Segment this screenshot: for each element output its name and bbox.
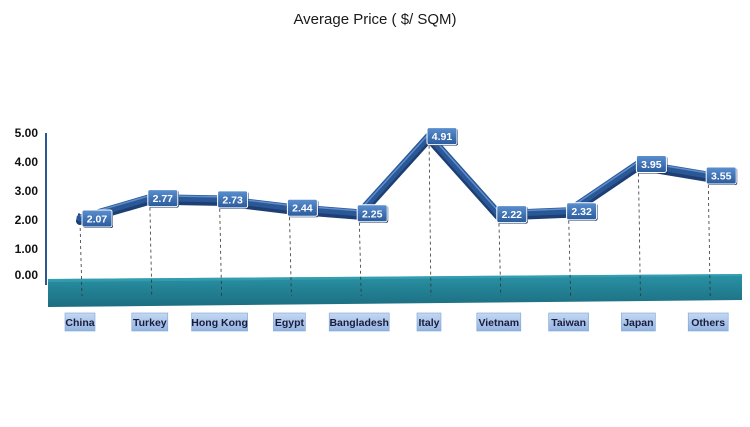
drop-line (289, 211, 292, 297)
series-line-path (76, 132, 712, 222)
x-label-text: Japan (623, 317, 653, 329)
data-label-box (147, 189, 179, 208)
data-label-box (566, 202, 598, 221)
x-label-box (131, 312, 169, 332)
y-tick-label: 1.00 (15, 242, 39, 256)
x-category-label: Hong Kong (191, 312, 248, 332)
x-category-label: China (64, 312, 96, 332)
data-label-text: 2.73 (222, 194, 243, 206)
data-label-text: 2.44 (292, 203, 313, 215)
x-label-box (191, 312, 248, 332)
x-category-label: Turkey (131, 312, 169, 332)
data-label-box (217, 190, 249, 209)
x-category-label: Italy (416, 312, 442, 332)
x-axis-labels: China Turkey Hong Kong Egypt Bangladesh Italy… (64, 312, 729, 332)
x-label-box (476, 312, 522, 332)
data-label-text: 2.32 (571, 206, 592, 218)
data-label: 4.91 (426, 127, 458, 146)
x-label-text: China (65, 317, 94, 329)
data-label-box (496, 205, 528, 224)
data-label-box (426, 127, 458, 146)
data-label: 2.22 (496, 205, 528, 224)
data-label-box (356, 204, 388, 223)
data-label-text: 2.22 (502, 209, 523, 221)
data-label-text: 2.25 (362, 208, 383, 220)
x-label-box (687, 312, 729, 332)
drop-line (498, 217, 502, 297)
x-label-text: Turkey (133, 317, 167, 329)
series-line (76, 132, 713, 225)
drop-line (707, 179, 711, 297)
data-label: 2.25 (356, 204, 389, 223)
data-label-box (81, 209, 113, 228)
data-label-box (635, 154, 667, 173)
x-label-box (621, 312, 656, 332)
x-category-label: Bangladesh (328, 312, 390, 332)
x-category-label: Egypt (273, 312, 306, 332)
data-label: 2.73 (217, 190, 249, 209)
y-tick-label: 2.00 (15, 213, 39, 227)
data-label: 2.32 (566, 202, 598, 221)
x-label-text: Egypt (275, 317, 305, 329)
drop-line (79, 221, 83, 297)
y-axis-ticks: 0.00 1.00 2.00 3.00 4.00 5.00 (15, 126, 39, 282)
y-tick-label: 5.00 (15, 126, 39, 140)
drop-line (149, 201, 153, 297)
x-label-box (64, 312, 96, 332)
data-label-text: 4.91 (432, 131, 453, 143)
x-label-box (548, 312, 589, 332)
x-label-text: Italy (418, 317, 439, 329)
y-tick-label: 0.00 (15, 268, 39, 282)
x-label-text: Taiwan (551, 317, 586, 329)
data-label: 2.77 (147, 189, 179, 208)
series-line-highlight (79, 132, 709, 217)
drop-line (428, 139, 432, 297)
data-label-text: 3.95 (641, 159, 662, 171)
x-category-label: Others (687, 312, 729, 332)
x-label-box (416, 312, 442, 332)
x-label-text: Bangladesh (329, 317, 389, 329)
data-label-text: 2.07 (87, 213, 108, 225)
x-label-box (328, 312, 390, 332)
drop-line (358, 216, 362, 297)
data-label-box (705, 166, 737, 185)
x-category-label: Taiwan (548, 312, 589, 332)
drop-line (568, 214, 571, 297)
data-label-text: 3.55 (711, 171, 732, 183)
drop-lines (79, 139, 711, 297)
chart-floor-top-edge (48, 274, 742, 282)
x-label-text: Others (691, 317, 725, 329)
x-label-text: Hong Kong (191, 317, 248, 329)
x-label-box (273, 312, 306, 332)
data-labels: 2.07 2.77 2.73 2.44 2.25 4.91 2.22 2.32 3.95 3.55 (81, 127, 738, 228)
data-label: 3.55 (705, 166, 738, 186)
y-tick-label: 4.00 (15, 155, 39, 169)
y-tick-label: 3.00 (15, 184, 39, 198)
x-label-text: Vietnam (478, 317, 519, 329)
data-label-box (286, 198, 318, 217)
data-label: 3.95 (635, 154, 668, 174)
data-label: 2.44 (286, 198, 319, 218)
chart-title: Average Price ( $/ SQM) (293, 11, 456, 28)
data-label: 2.07 (81, 209, 113, 228)
x-category-label: Japan (621, 312, 656, 332)
x-category-label: Vietnam (476, 312, 522, 332)
data-label-text: 2.77 (153, 193, 174, 205)
